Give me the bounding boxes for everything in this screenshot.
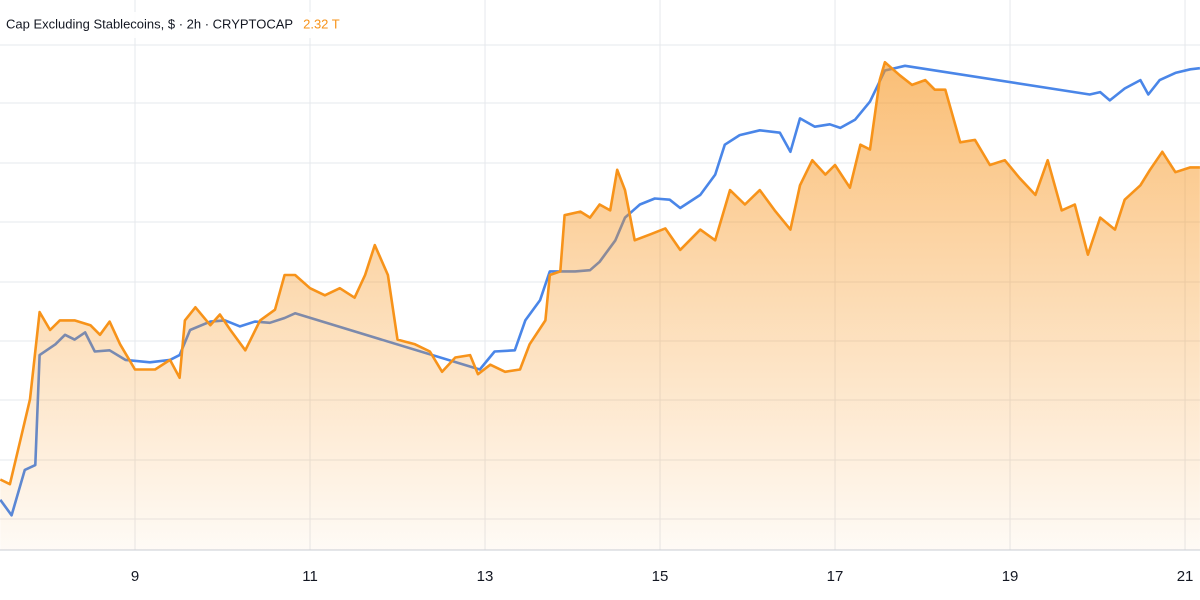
x-tick-label: 17 (827, 568, 844, 585)
series-line (0, 60, 1200, 486)
plot (0, 60, 1200, 550)
x-tick-label: 11 (302, 568, 318, 585)
x-tick-label: 21 (1177, 568, 1194, 585)
legend-value: 2.32 T (303, 16, 340, 31)
legend-background (0, 12, 418, 38)
x-tick-label: 15 (652, 568, 669, 585)
x-tick-label: 9 (131, 568, 139, 585)
x-tick-label: 19 (1002, 568, 1019, 585)
x-axis: 9 11 13 15 17 19 21 (131, 568, 1194, 585)
series-area (0, 62, 1200, 550)
x-tick-label: 13 (477, 568, 494, 585)
legend-title: Cap Excluding Stablecoins, $ · 2h · CRYP… (6, 16, 293, 31)
